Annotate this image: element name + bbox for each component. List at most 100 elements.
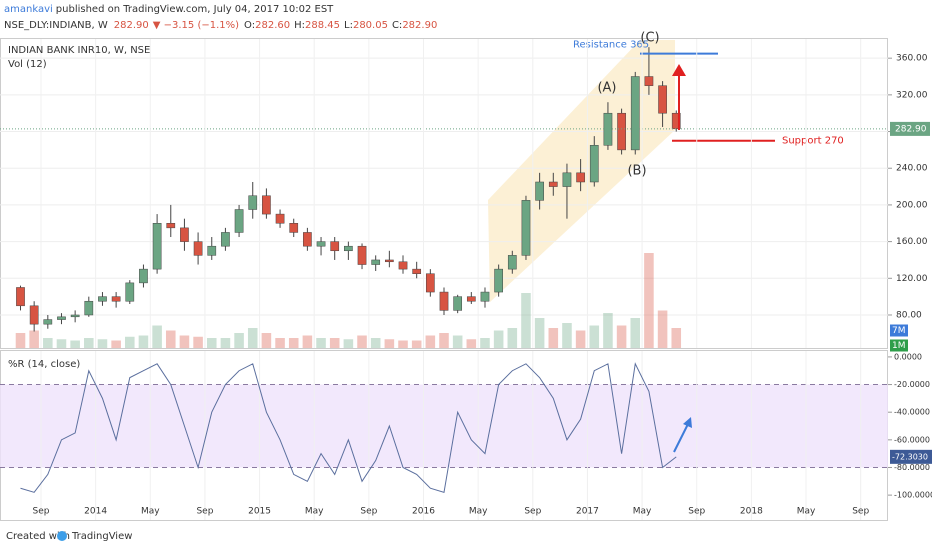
volume-bar [507,328,518,348]
y-tick-label: -60.0000 [894,435,930,444]
volume-bar [425,335,436,348]
ohlc-label: L: [344,20,353,31]
volume-bar [657,310,668,348]
volume-badge-label: 7M [892,326,906,336]
volume-bar [288,338,299,348]
candle-body [617,112,626,151]
x-tick-label: Sep [360,507,377,517]
volume-bar [439,333,449,348]
volume-bar [97,339,108,348]
volume-bar [56,339,67,348]
volume-bar [534,318,545,348]
ohlc-value: 282.60 [255,20,290,31]
change: ▼ −3.15 (−1.1%) [153,20,239,31]
candle-body [125,282,135,302]
y-tick-label: 240.00 [896,164,928,174]
volume-bar [616,325,627,348]
y-tick-label: -40.0000 [894,408,930,417]
indicator-line [20,362,677,494]
volume-bar [521,293,531,348]
candle-body [166,223,176,229]
y-tick-label: -100.0000 [894,491,932,500]
wave-label: (B) [627,164,646,179]
candle-body [357,245,367,265]
x-tick-label: May [797,507,816,517]
candle-body [385,259,394,263]
candle-body [180,227,189,242]
last-value-label: -72.3030 [892,452,928,461]
x-tick-label: May [305,507,324,517]
x-tick-label: Sep [852,507,869,517]
candle-body [439,291,449,311]
volume-bar [589,325,600,348]
candle-body [16,287,25,307]
volume-bar [111,340,121,348]
channel [488,40,675,302]
y-tick-label: -80.0000 [894,463,930,472]
volume-bar [452,335,463,348]
candle-body [494,268,503,293]
x-tick-label: 2018 [740,507,763,517]
price-panel [0,38,888,349]
volume-bar [125,336,135,348]
x-tick-label: Sep [33,507,50,517]
x-tick-label: Sep [196,507,213,517]
candle-body [453,296,463,311]
volume-bar [343,339,354,348]
candle-body [466,296,476,302]
last-price-badge [890,121,930,136]
footer-brand[interactable]: TradingView [71,531,132,542]
candle-body [303,232,312,247]
volume-bar [275,338,285,348]
candle-body [589,145,599,183]
volume-bar [384,339,395,348]
arrow-head [683,417,692,428]
volume-badge [890,339,908,352]
candle-body [535,181,544,201]
volume-bar [302,335,313,348]
x-tick-label: Sep [688,507,705,517]
ohlc-label: H: [294,20,305,31]
volume-bar [548,328,559,348]
candle-body [521,200,531,256]
candle-body [630,76,640,151]
volume-bar [329,338,340,348]
arrow [673,423,689,453]
volume-bar [480,338,490,348]
y-tick-label: 360.00 [896,54,928,64]
volume-bar [29,330,39,348]
x-tick-label: Sep [524,507,541,517]
quote-line: NSE_DLY:INDIANB, W 282.90 ▼ −3.15 (−1.1%) O… [4,20,437,31]
candle-body [234,209,244,233]
candle-body [576,172,585,183]
candle-body [248,195,258,210]
volume-legend: Vol (12) [8,59,47,70]
candle-body [344,245,353,252]
ohlc-value: 288.45 [305,20,340,31]
volume-bar [43,338,53,348]
author[interactable]: amankavi [4,4,53,15]
volume-bar [206,338,217,348]
volume-bar [165,330,176,348]
candle-body [330,241,340,252]
y-tick-label: 120.00 [896,274,928,284]
last: 282.90 [114,20,149,31]
y-tick-label: 320.00 [896,90,928,100]
candle-body [262,195,271,215]
candle-body [425,273,435,293]
level-label: Resistance 365 [573,40,649,51]
volume-bar [411,340,422,348]
candle-body [57,316,66,320]
header-line: amankavi published on TradingView.com, Ju… [4,4,334,15]
candle-body [603,112,613,146]
volume-bar [84,338,94,348]
volume-bar [357,335,367,348]
candle-body [43,319,53,325]
footer-text: Created with [6,531,70,542]
candle-body [193,241,203,256]
candle-body [658,85,667,114]
volume-bar [630,318,641,348]
wave-label: (C) [640,31,659,46]
x-tick-label: May [633,507,652,517]
